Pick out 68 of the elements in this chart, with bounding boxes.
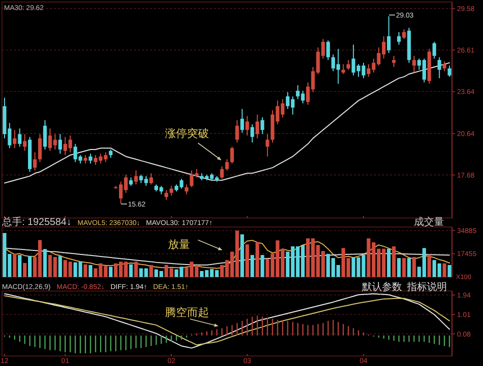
candlestick	[326, 40, 330, 61]
candlestick	[245, 115, 250, 136]
bar	[84, 264, 88, 277]
candlestick	[256, 114, 260, 139]
bar	[412, 257, 416, 277]
bar	[108, 266, 113, 277]
candlestick	[266, 134, 270, 157]
candlestick	[164, 190, 168, 200]
bar	[402, 258, 406, 277]
candlestick	[22, 134, 27, 152]
bar	[134, 262, 138, 277]
bar	[18, 255, 22, 277]
candlestick	[38, 134, 42, 163]
candlestick	[392, 55, 396, 68]
bar	[12, 254, 16, 277]
candlestick	[386, 16, 391, 54]
candlestick	[448, 65, 452, 78]
bar	[260, 255, 264, 277]
bar	[149, 265, 153, 277]
candlestick	[58, 134, 62, 154]
bar	[386, 248, 391, 277]
candlestick	[12, 129, 16, 149]
candlestick	[412, 55, 416, 74]
candlestick	[170, 185, 174, 196]
candlestick	[397, 32, 401, 46]
bar	[407, 258, 411, 277]
candlestick	[88, 153, 92, 164]
annotation: 涨停突破	[165, 127, 209, 140]
bar	[22, 263, 27, 277]
candlestick	[18, 128, 22, 148]
bar	[397, 258, 401, 277]
candlestick	[225, 158, 229, 171]
annotation: 腾空而起	[165, 306, 209, 319]
candlestick	[134, 170, 138, 185]
candlestick	[402, 28, 406, 40]
candlestick	[235, 120, 239, 144]
annotation: 放量	[168, 239, 190, 251]
bar	[240, 234, 244, 277]
bar	[392, 246, 396, 277]
bar	[448, 265, 452, 277]
candlestick	[442, 60, 446, 72]
bar	[28, 256, 32, 277]
bar	[88, 265, 92, 277]
candlestick	[346, 60, 350, 70]
candlestick	[260, 116, 264, 135]
candlestick	[149, 172, 153, 185]
candlestick	[250, 124, 254, 144]
annotation: 成交量	[414, 216, 444, 228]
bar	[442, 263, 446, 277]
bar	[245, 244, 250, 277]
bar	[129, 264, 133, 277]
candlestick	[33, 152, 37, 171]
bar	[250, 255, 254, 277]
candlestick	[438, 56, 442, 79]
candlestick	[43, 120, 47, 150]
candlestick	[240, 108, 244, 134]
annotation: 指标说明	[406, 281, 447, 293]
candlestick	[230, 146, 234, 164]
candlestick	[184, 184, 188, 195]
bar	[256, 242, 260, 277]
bar	[43, 249, 47, 277]
candlestick	[220, 166, 224, 180]
annotation: 默认参数	[361, 281, 402, 293]
candlestick	[432, 41, 436, 60]
line-series	[4, 240, 450, 269]
annotation: 总手: 1925584↓	[1, 216, 72, 228]
bar	[427, 254, 432, 277]
bar	[58, 256, 62, 277]
